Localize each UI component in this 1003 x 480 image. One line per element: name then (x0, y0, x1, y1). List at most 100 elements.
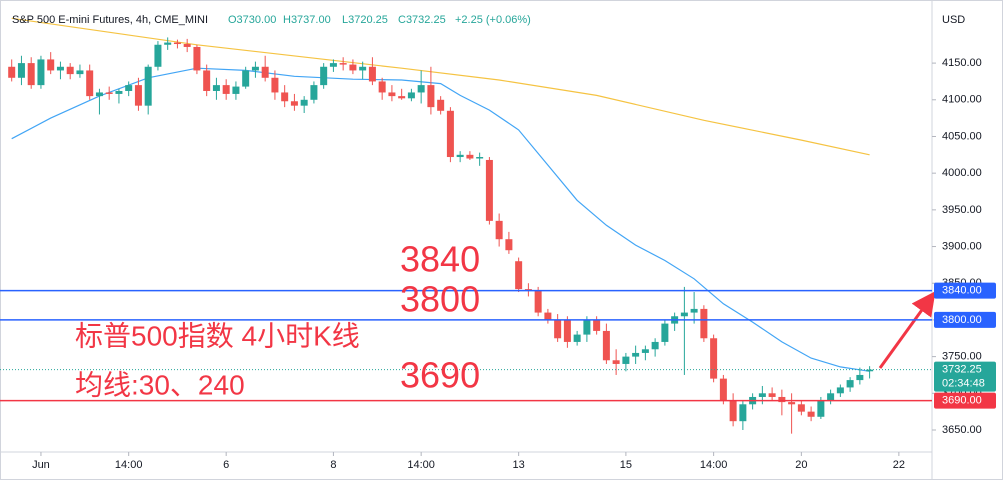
candle-body (612, 360, 620, 364)
candle-body (164, 42, 172, 45)
arrow (878, 291, 936, 369)
y-tick-label: 4150.00 (942, 57, 982, 69)
candle-body (456, 154, 464, 158)
y-tick-label: 4000.00 (942, 167, 982, 179)
candle-body (320, 66, 328, 86)
candle-body (836, 387, 844, 394)
candle-body (310, 85, 318, 100)
annotation-title: 标普500指数 4小时K线 (75, 320, 360, 351)
candle-body (866, 369, 874, 372)
candle-body (232, 86, 240, 94)
candle-body (56, 66, 64, 71)
candle-body (641, 349, 649, 353)
y-tick-label: 4100.00 (942, 94, 982, 106)
candle-body (349, 64, 357, 71)
header-high: H3737.00 (283, 14, 331, 26)
level-label-box (934, 282, 996, 299)
header-close: C3732.25 (398, 14, 446, 26)
candle-body (27, 63, 35, 86)
candle-body (37, 59, 45, 86)
level-label-box (934, 392, 996, 409)
candle-body (193, 46, 201, 71)
candle-body (700, 308, 708, 339)
candle-body (476, 157, 484, 159)
countdown: 02:34:48 (942, 378, 985, 390)
y-tick-label: 3900.00 (942, 240, 982, 252)
currency: USD (942, 14, 965, 26)
candle-body (778, 396, 786, 403)
x-tick-label: 15 (620, 459, 632, 471)
level-annotation: 3690 (400, 355, 480, 396)
candle-body (222, 85, 230, 94)
candle-body (827, 393, 835, 401)
candle-body (134, 85, 142, 106)
candle-body (173, 42, 181, 45)
candle-body (739, 404, 747, 422)
candle-body (329, 63, 337, 67)
candle-body (495, 220, 503, 240)
candle-body (203, 70, 211, 91)
candle-body (95, 92, 103, 97)
candle-body (368, 66, 376, 82)
candle-body (86, 70, 94, 97)
candle-body (505, 239, 513, 251)
y-tick-label: 3750.00 (942, 351, 982, 363)
candle-body (856, 374, 864, 381)
candle-body (144, 66, 152, 106)
candle-body (583, 319, 591, 335)
candle-body (154, 44, 162, 67)
candle-body (242, 70, 250, 87)
candle-body (281, 92, 289, 102)
candle-body (719, 378, 727, 401)
last-price-box (934, 361, 996, 392)
level-label: 3690.00 (942, 395, 982, 407)
x-tick-label: 6 (223, 459, 229, 471)
candle-body (563, 319, 571, 342)
candle-body (710, 338, 718, 379)
x-tick-label: 14:00 (700, 459, 728, 471)
candle-body (290, 101, 298, 106)
level-label-box (934, 311, 996, 328)
candle-body (807, 411, 815, 417)
moving-average (11, 17, 870, 156)
candle-body (378, 81, 386, 93)
y-tick-label: 3950.00 (942, 204, 982, 216)
level-label: 3840.00 (942, 284, 982, 296)
candle-body (212, 85, 220, 91)
candle-body (661, 323, 669, 342)
y-tick-label: 3650.00 (942, 424, 982, 436)
y-tick-label: 4050.00 (942, 130, 982, 142)
candle-body (407, 92, 415, 99)
candle-body (398, 96, 406, 99)
candle-body (729, 400, 737, 422)
last-price-label: 3732.25 (942, 364, 982, 376)
candle-body (437, 99, 445, 111)
x-tick-label: 22 (893, 459, 905, 471)
candle-body (680, 312, 688, 317)
candle-body (388, 92, 396, 97)
level-label: 3800.00 (942, 314, 982, 326)
header-title: S&P 500 E-mini Futures, 4h, CME_MINI (12, 14, 208, 26)
x-tick-label: 13 (513, 459, 525, 471)
header-low: L3720.25 (342, 14, 388, 26)
candle-body (47, 59, 55, 71)
candle-body (797, 404, 805, 412)
candle-body (105, 92, 113, 94)
candle-body (534, 290, 542, 313)
candle-body (573, 334, 581, 342)
candle-body (632, 352, 640, 357)
level-annotation: 3840 (400, 239, 480, 280)
x-tick-label: 20 (795, 459, 807, 471)
header-change: +2.25 (+0.06%) (455, 14, 531, 26)
candle-body (115, 90, 123, 94)
level-annotation: 3800 (400, 279, 480, 320)
candle-body (8, 66, 16, 78)
candle-body (466, 154, 474, 159)
candle-body (593, 319, 601, 331)
candle-body (446, 110, 454, 158)
candle-body (183, 44, 191, 47)
candle-body (622, 356, 630, 364)
candle-body (544, 312, 552, 320)
candle-body (554, 319, 562, 339)
